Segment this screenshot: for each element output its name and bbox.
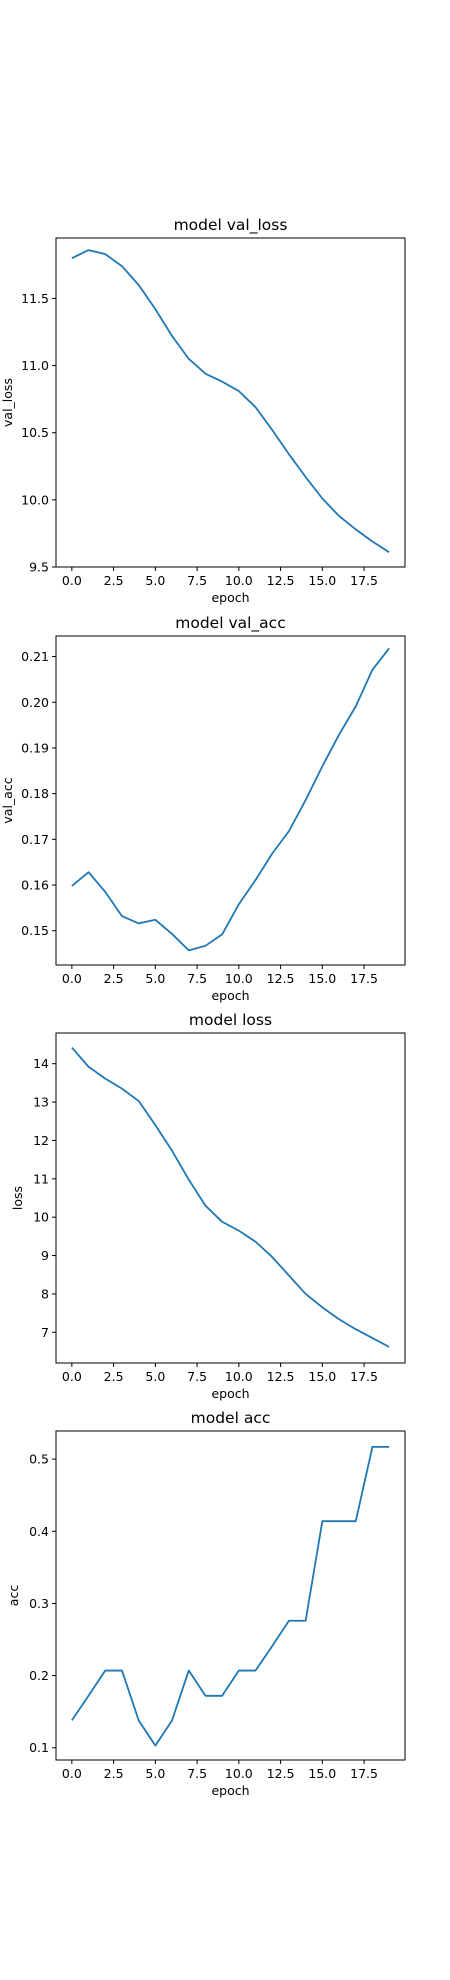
chart-4-xtick-label: 0.0 (62, 1766, 82, 1781)
chart-3-ytick-label: 7 (41, 1325, 49, 1340)
chart-2-xtick-label: 15.0 (308, 971, 336, 986)
chart-3-xtick-label: 5.0 (145, 1369, 165, 1384)
chart-4-ytick-label: 0.3 (29, 1596, 49, 1611)
chart-1-xlabel: epoch (211, 590, 249, 605)
chart-1-ytick-label: 9.5 (29, 560, 49, 575)
chart-4-ytick-label: 0.2 (29, 1668, 49, 1683)
chart-4-ytick-label: 0.4 (29, 1524, 49, 1539)
chart-3-xlabel: epoch (211, 1386, 249, 1401)
chart-2-ytick-label: 0.19 (21, 740, 49, 755)
chart-4-xtick-label: 15.0 (308, 1766, 336, 1781)
chart-1-plot-frame (55, 237, 406, 568)
chart-2-xtick-label: 2.5 (104, 971, 124, 986)
chart-1-title: model val_loss (174, 216, 288, 235)
chart-2-title: model val_acc (175, 614, 285, 633)
chart-3-xtick-label: 0.0 (62, 1369, 82, 1384)
chart-1-ytick-label: 11.0 (21, 358, 49, 373)
chart-3-ytick-label: 12 (33, 1133, 49, 1148)
chart-1-xtick-label: 12.5 (267, 573, 295, 588)
chart-2-ytick-label: 0.18 (21, 786, 49, 801)
chart-4-plot-frame (55, 1430, 406, 1761)
chart-4-title: model acc (191, 1409, 271, 1427)
chart-3-xtick-label: 15.0 (308, 1369, 336, 1384)
chart-1-ytick-label: 11.5 (21, 291, 49, 306)
chart-2-ytick-label: 0.15 (21, 923, 49, 938)
chart-2-xtick-label: 10.0 (225, 971, 253, 986)
chart-4-xtick-label: 2.5 (104, 1766, 124, 1781)
chart-2-xtick-label: 12.5 (267, 971, 295, 986)
chart-4-xlabel: epoch (211, 1783, 249, 1798)
chart-4-xtick-label: 7.5 (187, 1766, 207, 1781)
chart-3-xtick-label: 2.5 (104, 1369, 124, 1384)
chart-3-ytick-label: 11 (33, 1171, 49, 1186)
chart-2-xtick-label: 0.0 (62, 971, 82, 986)
chart-1-ylabel: val_loss (0, 378, 15, 427)
chart-3-ytick-label: 10 (33, 1210, 49, 1225)
chart-4-series-line (71, 1445, 390, 1747)
chart-1-xtick-label: 2.5 (104, 573, 124, 588)
chart-2-ytick-label: 0.20 (21, 695, 49, 710)
chart-3-ytick-label: 9 (41, 1248, 49, 1263)
chart-2-xtick-label: 5.0 (145, 971, 165, 986)
chart-3-series-line (71, 1046, 390, 1348)
chart-3-xtick-label: 7.5 (187, 1369, 207, 1384)
chart-1-ytick-label: 10.0 (21, 492, 49, 507)
chart-4-ytick-label: 0.5 (29, 1452, 49, 1467)
chart-1-ytick-label: 10.5 (21, 425, 49, 440)
chart-3-ytick-label: 13 (33, 1095, 49, 1110)
chart-4-xtick-label: 17.5 (350, 1766, 378, 1781)
chart-1-xtick-label: 7.5 (187, 573, 207, 588)
chart-1-xtick-label: 0.0 (62, 573, 82, 588)
chart-3-ylabel: loss (10, 1186, 25, 1210)
chart-1-xtick-label: 15.0 (308, 573, 336, 588)
chart-2-xlabel: epoch (211, 988, 249, 1003)
chart-2-ylabel: val_acc (0, 777, 15, 823)
chart-2-series-line (71, 647, 390, 952)
chart-3-ytick-label: 8 (41, 1286, 49, 1301)
chart-3-xtick-label: 17.5 (350, 1369, 378, 1384)
chart-3-xtick-label: 12.5 (267, 1369, 295, 1384)
chart-1-xtick-label: 10.0 (225, 573, 253, 588)
chart-2-ytick-label: 0.21 (21, 649, 49, 664)
chart-3-ytick-label: 14 (33, 1056, 49, 1071)
chart-4-ytick-label: 0.1 (29, 1740, 49, 1755)
chart-4-xtick-label: 10.0 (225, 1766, 253, 1781)
chart-2-xtick-label: 7.5 (187, 971, 207, 986)
chart-3-plot-frame (55, 1032, 406, 1364)
chart-2-ytick-label: 0.16 (21, 878, 49, 893)
chart-1-series-line (71, 249, 390, 553)
chart-1-xtick-label: 5.0 (145, 573, 165, 588)
chart-2-ytick-label: 0.17 (21, 832, 49, 847)
chart-1-xtick-label: 17.5 (350, 573, 378, 588)
chart-2-xtick-label: 17.5 (350, 971, 378, 986)
chart-4-ylabel: acc (6, 1585, 21, 1607)
chart-3-xtick-label: 10.0 (225, 1369, 253, 1384)
chart-4-xtick-label: 5.0 (145, 1766, 165, 1781)
chart-3-title: model loss (189, 1011, 272, 1029)
chart-4-xtick-label: 12.5 (267, 1766, 295, 1781)
chart-2-plot-frame (55, 635, 406, 966)
